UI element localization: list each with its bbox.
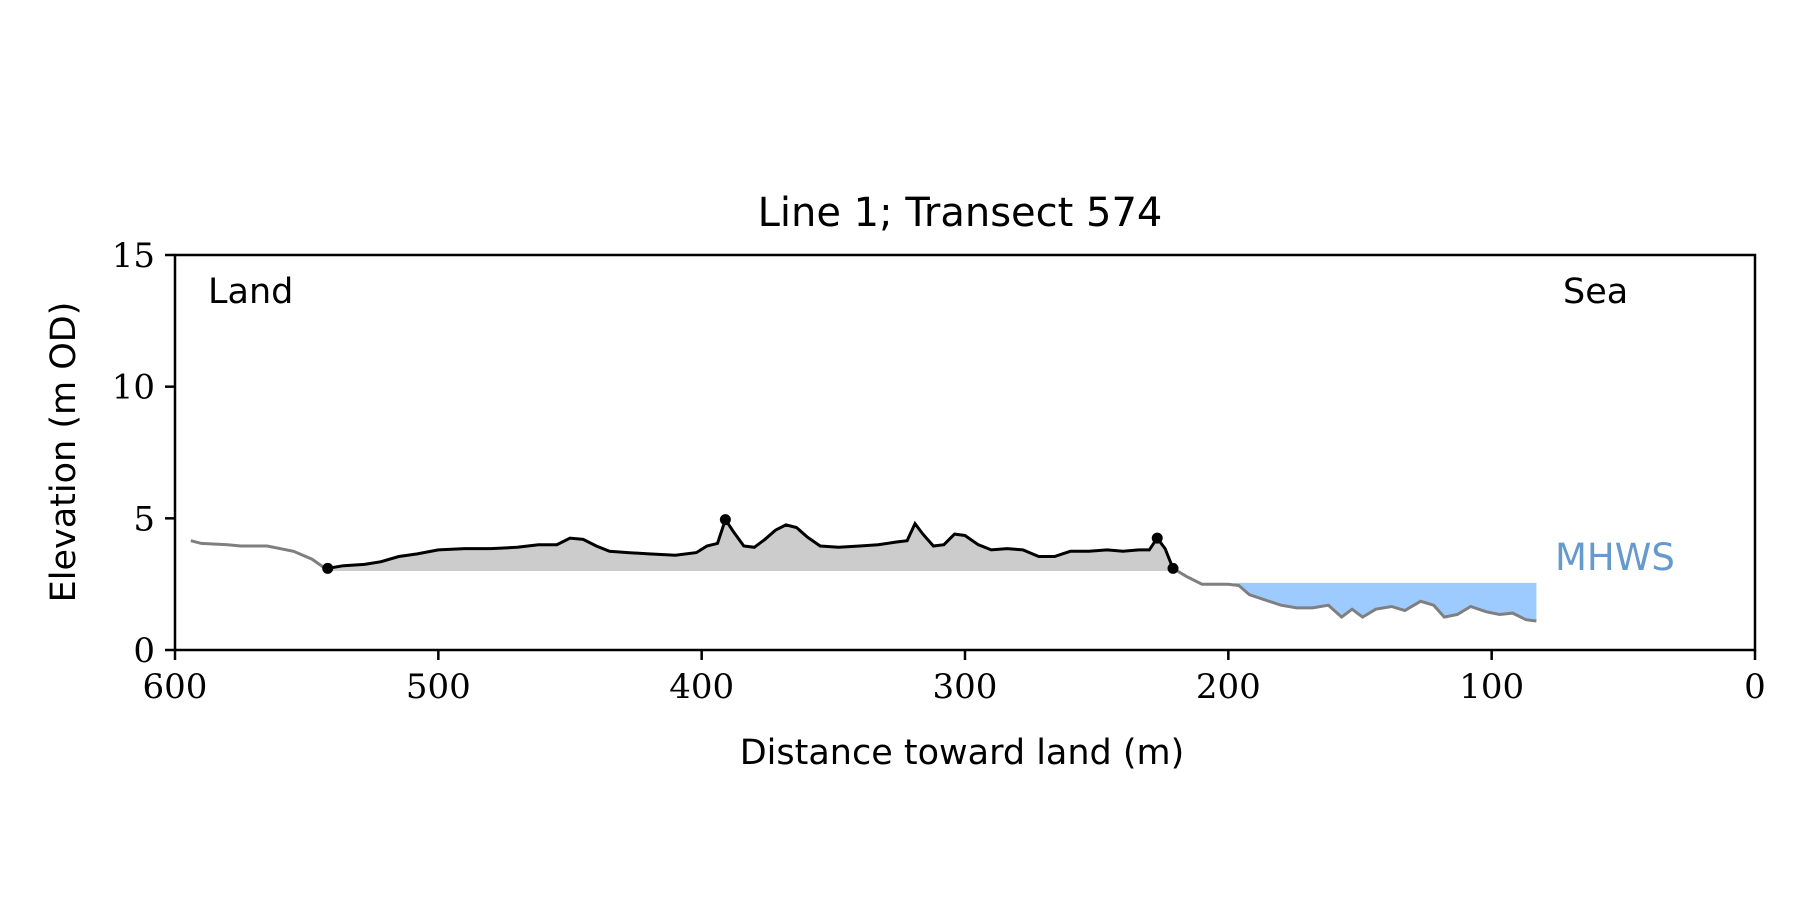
y-tick-label: 5 bbox=[133, 499, 155, 539]
water-fill-area bbox=[1233, 582, 1537, 621]
x-tick-label: 500 bbox=[406, 667, 471, 707]
profile-marker bbox=[1151, 532, 1163, 544]
plot-area bbox=[190, 514, 1537, 623]
y-tick-label: 15 bbox=[112, 236, 155, 276]
sea-label: Sea bbox=[1563, 272, 1628, 312]
x-axis-ticks: 600 500 400 300 200 100 0 bbox=[143, 650, 1766, 707]
x-tick-label: 400 bbox=[669, 667, 734, 707]
outer-profile-sea-line bbox=[1172, 567, 1537, 623]
profile-marker bbox=[322, 562, 334, 574]
profile-fill-area bbox=[327, 519, 1174, 571]
y-tick-label: 0 bbox=[133, 631, 155, 671]
y-axis-label: Elevation (m OD) bbox=[44, 302, 84, 603]
x-tick-label: 0 bbox=[1744, 667, 1766, 707]
profile-marker bbox=[1167, 562, 1179, 574]
x-tick-label: 600 bbox=[143, 667, 208, 707]
profile-markers bbox=[322, 514, 1179, 574]
x-tick-label: 200 bbox=[1196, 667, 1261, 707]
land-label: Land bbox=[208, 272, 293, 312]
y-axis-ticks: 0 5 10 15 bbox=[112, 236, 175, 671]
x-axis-label: Distance toward land (m) bbox=[740, 733, 1185, 773]
outer-profile-land-line bbox=[190, 539, 326, 570]
x-tick-label: 300 bbox=[933, 667, 998, 707]
chart-title: Line 1; Transect 574 bbox=[758, 190, 1163, 236]
mhws-label: MHWS bbox=[1555, 536, 1675, 579]
x-tick-label: 100 bbox=[1459, 667, 1524, 707]
y-tick-label: 10 bbox=[112, 368, 155, 408]
profile-line bbox=[327, 516, 1175, 570]
profile-marker bbox=[719, 514, 731, 526]
